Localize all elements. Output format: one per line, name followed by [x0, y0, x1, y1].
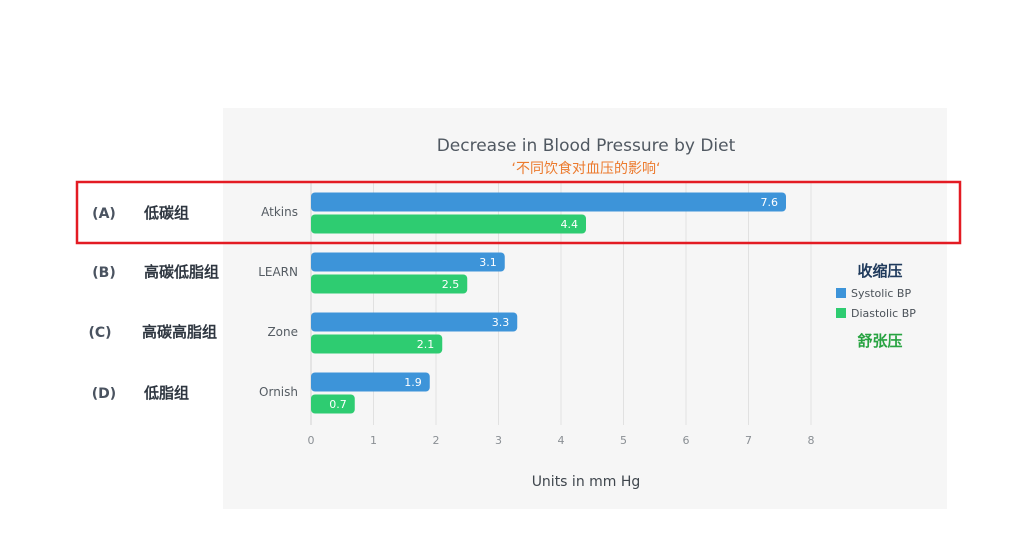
bar-value-label: 7.6	[761, 196, 779, 209]
group-b-letter: (B)	[92, 265, 115, 281]
category-labels: Atkins LEARN Zone Ornish	[258, 205, 298, 399]
atkins-highlight-box	[75, 180, 962, 245]
category-label: Zone	[267, 325, 298, 339]
bar-value-label: 2.5	[442, 278, 460, 291]
legend-swatch-diastolic	[836, 308, 846, 318]
x-tick-label: 8	[808, 434, 815, 447]
bar-diastolic	[311, 394, 355, 414]
legend-label-diastolic: Diastolic BP	[851, 307, 916, 320]
chart-panel	[223, 108, 947, 509]
x-tick-label: 4	[558, 434, 565, 447]
bar-value-label: 4.4	[561, 218, 579, 231]
x-axis-label: Units in mm Hg	[532, 474, 641, 490]
bar-systolic	[311, 192, 786, 212]
group-c-letter: (C)	[88, 325, 111, 341]
legend: 收缩压 Systolic BP Diastolic BP 舒张压	[836, 262, 916, 350]
chart-subtitle: ‘不同饮食对血压的影响‘	[512, 160, 661, 177]
x-tick-labels: 0 1 2 3 4 5 6 7 8	[308, 434, 815, 447]
group-b-label: 高碳低脂组	[144, 263, 219, 281]
bar-value-label: 1.9	[404, 376, 422, 389]
bar-value-label: 2.1	[417, 338, 435, 351]
bar-value-label: 0.7	[329, 398, 347, 411]
x-tick-label: 5	[620, 434, 627, 447]
x-tick-label: 6	[683, 434, 690, 447]
group-a-letter: (A)	[92, 206, 116, 222]
category-label: Atkins	[261, 205, 298, 219]
bar-value-label: 3.3	[492, 316, 510, 329]
bar-diastolic	[311, 214, 586, 234]
x-tick-label: 0	[308, 434, 315, 447]
bars-layer: 7.6 4.4 3.1 2.5 3.3 2.1 1.9 0.7	[311, 192, 786, 414]
legend-label-systolic: Systolic BP	[851, 287, 911, 300]
x-tick-label: 2	[433, 434, 440, 447]
chart-title: Decrease in Blood Pressure by Diet	[437, 136, 736, 156]
x-tick-label: 7	[745, 434, 752, 447]
bar-value-label: 3.1	[479, 256, 497, 269]
group-c-label: 高碳高脂组	[142, 323, 217, 341]
legend-swatch-systolic	[836, 288, 846, 298]
group-a-label: 低碳组	[143, 204, 189, 222]
bar-diastolic	[311, 274, 468, 294]
x-tick-label: 3	[495, 434, 502, 447]
group-d-label: 低脂组	[143, 384, 189, 402]
x-tick-label: 1	[370, 434, 377, 447]
bar-systolic	[311, 252, 505, 272]
group-annotations: (A) 低碳组 (B) 高碳低脂组 (C) 高碳高脂组 (D) 低脂组	[88, 204, 219, 402]
bar-diastolic	[311, 334, 443, 354]
bar-systolic	[311, 372, 430, 392]
bar-systolic	[311, 312, 518, 332]
group-d-letter: (D)	[92, 386, 116, 402]
category-label: Ornish	[259, 385, 298, 399]
legend-diastolic-cn-label: 舒张压	[857, 332, 902, 350]
category-label: LEARN	[258, 265, 298, 279]
legend-systolic-cn-label: 收缩压	[857, 262, 902, 280]
